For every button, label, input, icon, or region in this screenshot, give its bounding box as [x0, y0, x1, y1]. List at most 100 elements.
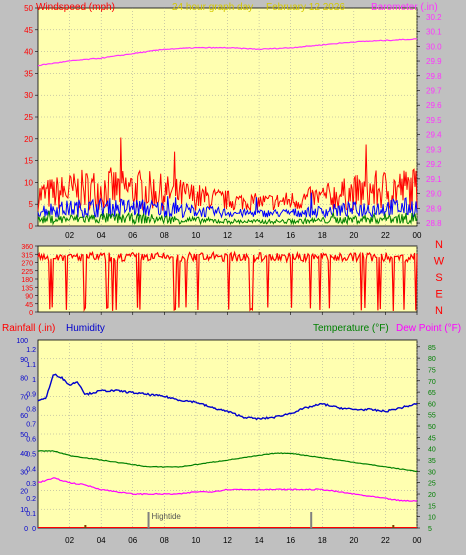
temperature-tick-label: 50	[428, 424, 436, 431]
temperature-tick-label: 85	[428, 345, 436, 352]
compass-label-n: N	[435, 305, 443, 317]
barometer-tick-label: 30.2	[426, 13, 442, 22]
temperature-tick-label: 20	[428, 492, 436, 499]
time-tick-label: 16	[286, 536, 295, 545]
rainfall-tick-label: 0.9	[26, 392, 36, 399]
rainfall-tick-label: 0.2	[26, 496, 36, 503]
time-tick-label: 02	[65, 536, 74, 545]
time-tick-label: 00	[413, 231, 422, 240]
time-tick-label: 08	[160, 231, 169, 240]
rainfall-tick-label: 0.8	[26, 407, 36, 414]
windspeed-tick-label: 10	[24, 178, 33, 187]
barometer-tick-label: 30.0	[426, 42, 442, 51]
temperature-line	[37, 450, 418, 473]
time-tick-label: 06	[128, 231, 137, 240]
time-tick-label: 14	[255, 536, 264, 545]
humidity-tick-label: 50	[20, 432, 28, 439]
humidity-tick-label: 60	[20, 413, 28, 420]
direction-tick-label: 270	[21, 261, 33, 268]
direction-tick-label: 90	[25, 294, 33, 301]
barometer-tick-label: 29.7	[426, 86, 442, 95]
compass-label-n: N	[435, 239, 443, 251]
humidity-tick-label: 100	[16, 338, 28, 345]
humidity-tick-label: 20	[20, 488, 28, 495]
temperature-tick-label: 5	[428, 526, 432, 533]
dewpoint-axis-title: Dew Point (°F)	[396, 323, 461, 334]
humidity-line	[37, 373, 418, 421]
time-tick-label: 10	[191, 536, 200, 545]
direction-tick-label: 0	[29, 310, 33, 317]
temperature-axis-title: Temperature (°F)	[313, 323, 389, 334]
humidity-axis-title: Humidity	[66, 323, 105, 334]
time-tick-label: 20	[349, 536, 358, 545]
barometer-tick-label: 29.8	[426, 72, 442, 81]
temperature-tick-label: 45	[428, 435, 436, 442]
time-tick-label: 22	[381, 536, 390, 545]
graph-date: February 12 2026	[266, 2, 345, 13]
wind-direction-line	[37, 250, 418, 312]
windspeed-tick-label: 30	[24, 91, 33, 100]
time-tick-label: 18	[318, 231, 327, 240]
dewpoint-line	[37, 477, 418, 502]
direction-tick-label: 225	[21, 269, 33, 276]
barometer-tick-label: 29.3	[426, 145, 442, 154]
barometer-tick-label: 29.1	[426, 175, 442, 184]
barometer-tick-label: 30.1	[426, 28, 442, 37]
barometer-line	[37, 38, 418, 67]
windspeed-tick-label: 15	[24, 157, 33, 166]
time-tick-label: 18	[318, 536, 327, 545]
direction-tick-label: 180	[21, 277, 33, 284]
barometer-tick-label: 29.2	[426, 160, 442, 169]
barometer-tick-label: 29.9	[426, 57, 442, 66]
windspeed-tick-label: 25	[24, 113, 33, 122]
direction-tick-label: 360	[21, 244, 33, 251]
time-tick-label: 10	[191, 231, 200, 240]
temperature-tick-label: 40	[428, 447, 436, 454]
humidity-tick-label: 0	[24, 526, 28, 533]
temperature-tick-label: 60	[428, 401, 436, 408]
windspeed-tick-label: 20	[24, 135, 33, 144]
temperature-tick-label: 70	[428, 379, 436, 386]
rainfall-axis-title: Rainfall (.in)	[2, 323, 55, 334]
windspeed-axis-title: Windspeed (mph)	[36, 2, 115, 13]
compass-label-s: S	[435, 272, 442, 284]
direction-tick-label: 315	[21, 252, 33, 259]
temperature-tick-label: 10	[428, 515, 436, 522]
humidity-tick-label: 90	[20, 357, 28, 364]
time-tick-label: 22	[381, 231, 390, 240]
hightide-label: Hightide	[152, 512, 182, 521]
graph-title: 24 hour graph day	[172, 2, 253, 13]
windspeed-tick-label: 35	[24, 69, 33, 78]
windspeed-tick-label: 0	[29, 222, 34, 231]
rain-tick-mark	[392, 525, 395, 528]
time-tick-label: 16	[286, 231, 295, 240]
time-tick-label: 04	[97, 231, 106, 240]
time-tick-label: 02	[65, 231, 74, 240]
temperature-tick-label: 30	[428, 469, 436, 476]
rainfall-tick-label: 0.1	[26, 511, 36, 518]
windspeed-series-2	[37, 192, 418, 219]
temperature-tick-label: 55	[428, 413, 436, 420]
barometer-tick-label: 28.8	[426, 219, 442, 228]
humidity-tick-label: 10	[20, 507, 28, 514]
rainfall-tick-label: 0.5	[26, 451, 36, 458]
rainfall-tick-label: 1.1	[26, 362, 36, 369]
humidity-tick-label: 70	[20, 394, 28, 401]
barometer-tick-label: 29.5	[426, 116, 442, 125]
rainfall-tick-label: 0.6	[26, 436, 36, 443]
windspeed-tick-label: 50	[24, 4, 33, 13]
temperature-tick-label: 65	[428, 390, 436, 397]
humidity-tick-label: 30	[20, 470, 28, 477]
time-tick-label: 12	[223, 536, 232, 545]
time-tick-label: 12	[223, 231, 232, 240]
direction-tick-label: 135	[21, 285, 33, 292]
direction-tick-label: 45	[25, 302, 33, 309]
humidity-tick-label: 80	[20, 376, 28, 383]
temperature-tick-label: 75	[428, 367, 436, 374]
temperature-tick-label: 25	[428, 481, 436, 488]
rainfall-tick-label: 1	[32, 377, 36, 384]
humidity-tick-label: 40	[20, 451, 28, 458]
time-tick-label: 20	[349, 231, 358, 240]
